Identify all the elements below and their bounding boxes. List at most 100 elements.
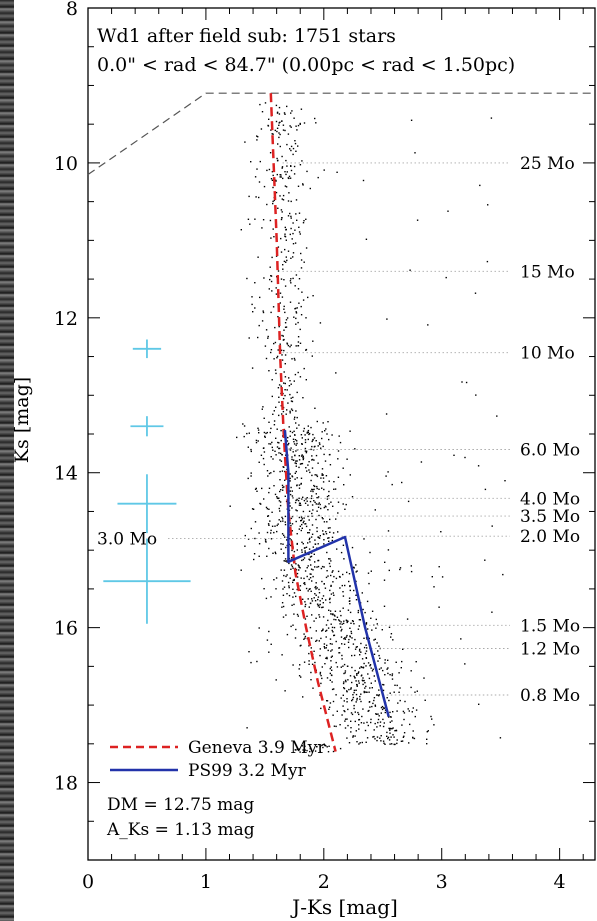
star-point	[296, 549, 298, 551]
star-point	[352, 696, 355, 699]
star-point	[296, 613, 299, 616]
star-point	[332, 714, 334, 716]
star-point	[393, 736, 395, 738]
star-point	[345, 619, 348, 621]
star-point	[283, 279, 285, 281]
star-point	[377, 721, 379, 724]
star-point	[342, 503, 344, 505]
star-point	[304, 550, 306, 552]
star-point	[323, 543, 325, 545]
star-point	[376, 739, 378, 742]
star-point	[302, 184, 304, 186]
star-point	[366, 737, 369, 739]
star-point	[323, 643, 326, 645]
star-point	[282, 177, 284, 180]
star-point	[313, 484, 315, 487]
star-point	[389, 674, 391, 676]
star-point	[370, 617, 372, 619]
star-point	[289, 490, 291, 492]
star-point	[315, 630, 317, 632]
star-point	[317, 559, 320, 562]
star-point	[309, 573, 311, 575]
star-point	[300, 504, 302, 506]
star-point	[267, 515, 270, 517]
star-point	[318, 604, 320, 607]
star-point	[280, 349, 283, 351]
star-point	[258, 461, 260, 463]
star-point	[268, 547, 270, 550]
star-point	[274, 525, 276, 527]
star-point	[433, 724, 435, 726]
star-point	[303, 582, 306, 584]
star-point	[272, 186, 274, 189]
star-point	[269, 219, 272, 222]
star-point	[391, 678, 394, 680]
star-point	[301, 443, 303, 445]
star-point	[350, 688, 352, 690]
star-point	[273, 470, 275, 473]
star-point	[308, 578, 310, 581]
isochrone-layer	[269, 93, 390, 752]
star-point	[386, 318, 388, 320]
star-point	[325, 576, 328, 579]
star-point	[445, 276, 447, 279]
star-point	[414, 715, 416, 718]
star-point	[329, 518, 331, 521]
star-point	[304, 523, 306, 525]
star-point	[266, 470, 269, 472]
star-point	[268, 370, 270, 372]
star-point	[298, 566, 300, 568]
star-point	[299, 664, 301, 666]
star-point	[287, 581, 290, 584]
star-point	[413, 737, 416, 740]
star-point	[280, 251, 283, 253]
star-point	[294, 637, 297, 639]
star-point	[376, 623, 378, 625]
star-point	[273, 531, 275, 534]
star-point	[312, 546, 314, 548]
star-point	[268, 168, 271, 171]
star-point	[315, 122, 317, 124]
star-point	[279, 343, 281, 345]
star-point	[280, 452, 282, 455]
star-point	[336, 710, 338, 712]
star-point	[314, 586, 316, 589]
star-point	[278, 401, 280, 403]
star-point	[303, 520, 305, 522]
star-point	[294, 439, 297, 441]
star-point	[347, 724, 349, 727]
star-point	[290, 112, 292, 114]
star-point	[338, 647, 341, 649]
star-point	[283, 112, 286, 114]
star-point	[276, 497, 279, 499]
star-point	[350, 622, 352, 624]
star-point	[281, 354, 283, 356]
star-point	[293, 613, 295, 615]
legend: Geneva 3.9 Myr PS99 3.2 Myr	[110, 738, 326, 781]
star-point	[296, 440, 298, 442]
star-point	[391, 728, 393, 730]
star-point	[348, 573, 351, 575]
star-point	[415, 661, 417, 663]
star-point	[327, 527, 330, 529]
star-point	[356, 685, 358, 687]
star-point	[350, 731, 352, 733]
star-point	[250, 475, 252, 477]
star-point	[342, 705, 344, 707]
star-point	[299, 164, 302, 166]
star-point	[276, 524, 278, 527]
star-point	[326, 570, 328, 572]
star-point	[292, 243, 295, 245]
star-point	[318, 488, 320, 490]
star-point	[278, 132, 280, 134]
star-point	[359, 698, 361, 700]
star-point	[292, 664, 294, 666]
star-point	[365, 650, 368, 652]
star-point	[251, 508, 254, 510]
star-point	[328, 540, 330, 542]
star-point	[355, 730, 357, 732]
star-point	[310, 637, 313, 639]
star-point	[345, 680, 347, 683]
star-point	[396, 739, 398, 741]
star-point	[265, 541, 267, 543]
